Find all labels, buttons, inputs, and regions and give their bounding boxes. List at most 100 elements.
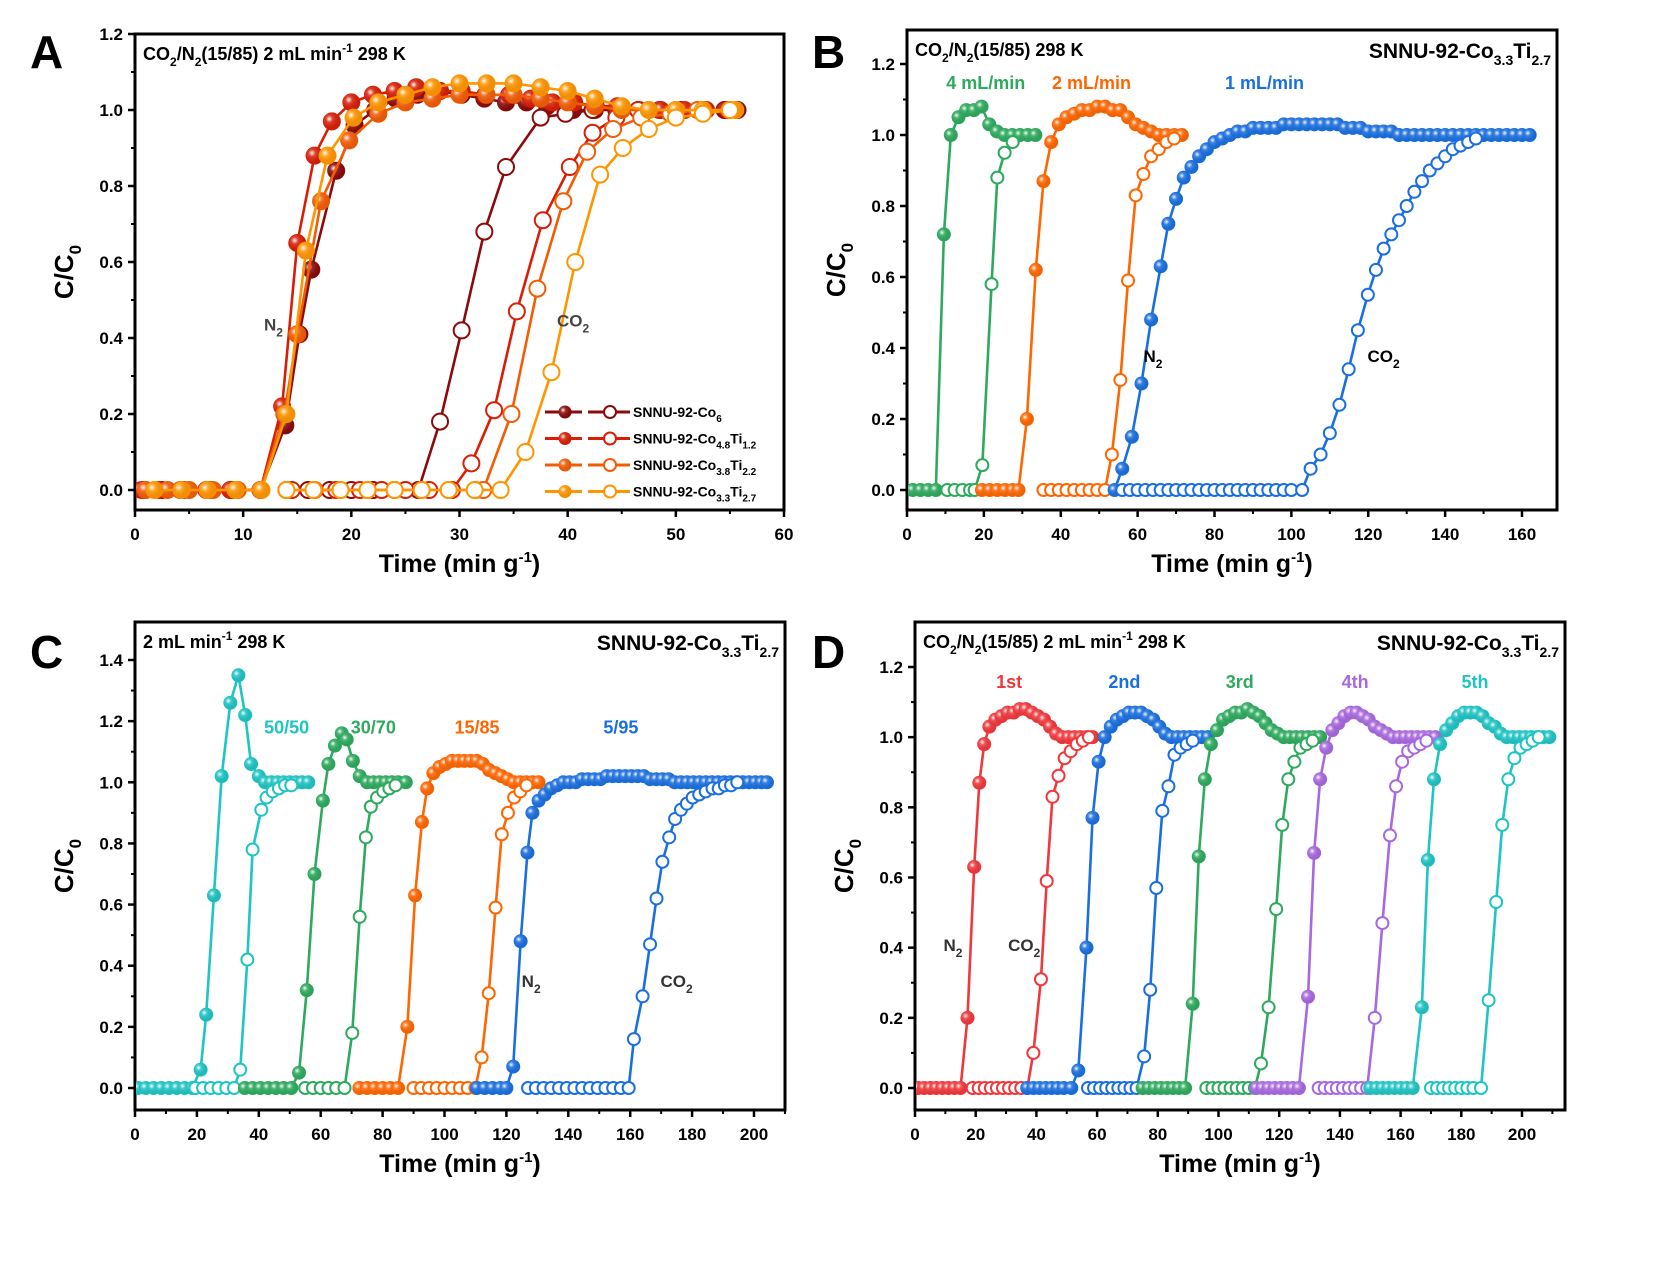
condition-annotation: 2 mL min-1 298 K: [143, 629, 285, 652]
data-point: [1136, 167, 1151, 182]
data-point-highlight: [1177, 171, 1191, 185]
data-point: [984, 277, 999, 292]
data-point-highlight: [1169, 192, 1183, 206]
y-tick-label: 0.2: [99, 1018, 123, 1037]
legend-open-marker: [603, 431, 617, 446]
data-point: [462, 454, 481, 473]
data-point: [475, 222, 494, 241]
x-tick-label: 200: [1508, 1125, 1536, 1144]
y-tick-label: 0.8: [99, 177, 123, 196]
data-point-highlight: [937, 227, 951, 241]
data-point: [1313, 447, 1328, 462]
data-point: [452, 321, 471, 340]
data-point: [465, 481, 484, 499]
series-5th-co2: [1423, 730, 1546, 1095]
data-point: [730, 775, 745, 790]
data-point-highlight: [423, 78, 441, 96]
data-point: [531, 108, 550, 127]
data-point-highlight: [525, 806, 539, 820]
panel-letter: C: [30, 626, 63, 678]
y-tick-label: 0.4: [879, 939, 903, 958]
y-tick-label: 0.6: [879, 869, 903, 888]
data-point: [1468, 131, 1483, 146]
data-point: [1332, 397, 1347, 412]
legend-marker-highlight: [558, 485, 572, 498]
data-point-highlight: [613, 97, 631, 115]
data-point: [591, 165, 610, 184]
data-point: [1350, 323, 1365, 338]
series-line: [1430, 736, 1540, 1090]
data-point: [1269, 902, 1284, 917]
y-axis-title: C/C0: [829, 839, 865, 893]
data-point: [1039, 874, 1054, 889]
y-tick-label: 0.4: [99, 329, 123, 348]
legend-entry: SNNU-92-Co3.8Ti2.2: [545, 457, 757, 478]
panel-a: A 0 10 20 30 40 50 60 0.0 0.2 0.4 0.6 0.8 1.0 1.2 Time …: [30, 25, 793, 578]
data-point: [1384, 227, 1399, 242]
y-tick-label: 0.8: [879, 798, 903, 817]
data-point-highlight: [199, 1008, 213, 1022]
data-point-highlight: [1029, 263, 1043, 277]
data-point-highlight: [198, 481, 216, 499]
data-point-highlight: [215, 769, 229, 783]
curve-label: N2: [943, 936, 962, 960]
series-2nd-co2: [1080, 733, 1200, 1095]
y-tick-label: 0.0: [879, 1079, 903, 1098]
y-tick-label: 0.6: [99, 896, 123, 915]
y-axis: 0.0 0.2 0.4 0.6 0.8 1.0 1.2 1.4: [99, 651, 135, 1098]
series-1st-n2: [916, 702, 1100, 1095]
data-point: [1360, 287, 1375, 302]
data-point-highlight: [532, 775, 546, 789]
curve-label: 3rd: [1226, 672, 1254, 692]
data-point: [304, 481, 323, 499]
data-point-highlight: [1319, 741, 1333, 755]
legend-label: SNNU-92-Co3.8Ti2.2: [633, 457, 757, 478]
data-point: [662, 830, 677, 845]
x-axis-title: Time (min g-1): [1151, 549, 1313, 578]
curve-label: N2: [264, 315, 283, 339]
legend-open-marker: [603, 484, 617, 499]
curve-label: N2: [522, 972, 541, 996]
data-point-highlight: [1020, 412, 1034, 426]
x-axis: 0 10 20 30 40 50 60: [130, 510, 793, 544]
data-point: [639, 120, 658, 138]
data-point: [1507, 751, 1522, 766]
data-point: [494, 827, 509, 842]
data-point-highlight: [451, 74, 468, 92]
data-point: [439, 481, 458, 499]
series-snnu-92-co3-3ti2-7-co2: [277, 101, 739, 499]
curve-label: CO2: [661, 972, 694, 996]
data-point-highlight: [344, 109, 362, 127]
legend-entry: SNNU-92-Co3.3Ti2.7: [545, 484, 757, 505]
data-point-highlight: [396, 86, 414, 104]
data-point: [1128, 188, 1143, 203]
data-point-highlight: [760, 775, 774, 789]
data-point: [245, 842, 260, 857]
y-tick-label: 0.4: [99, 957, 123, 976]
curve-label: CO2: [1368, 347, 1401, 371]
x-tick-label: 60: [1088, 1125, 1107, 1144]
data-point-highlight: [1198, 772, 1212, 786]
data-point: [352, 909, 367, 924]
data-point: [1155, 803, 1170, 818]
data-point: [1322, 426, 1337, 441]
data-point-highlight: [1415, 1000, 1429, 1014]
series-line: [947, 141, 1014, 492]
data-point: [284, 778, 299, 793]
data-point: [578, 142, 597, 161]
series-15-85-n2: [352, 753, 546, 1095]
data-point: [1275, 817, 1290, 832]
curve-label: 15/85: [454, 717, 499, 737]
x-tick-label: 140: [1326, 1125, 1354, 1144]
data-point: [485, 401, 504, 420]
data-point-highlight: [1064, 1081, 1078, 1095]
y-tick-label: 0.2: [871, 410, 895, 429]
y-axis: 0.0 0.2 0.4 0.6 0.8 1.0 1.2: [879, 658, 915, 1098]
series-line: [1113, 123, 1530, 491]
x-tick-label: 180: [1447, 1125, 1475, 1144]
sample-annotation: SNNU-92-Co3.3Ti2.7: [1377, 632, 1559, 660]
data-point-highlight: [640, 101, 658, 119]
data-point: [997, 145, 1012, 160]
data-point: [516, 443, 535, 461]
